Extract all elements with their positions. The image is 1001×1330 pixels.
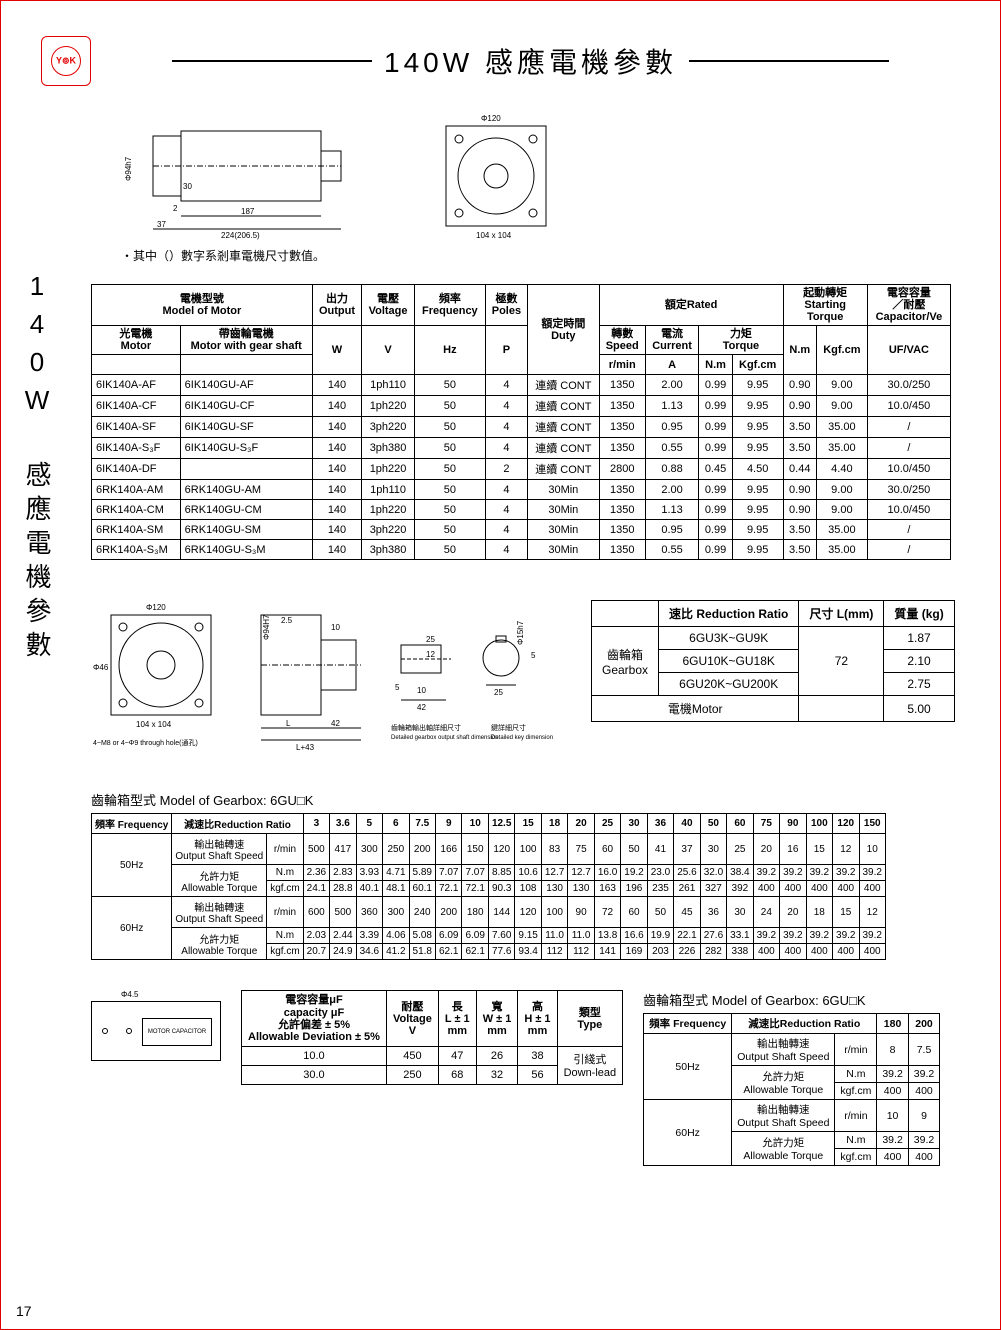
logo: Y⊚K [41,36,91,86]
reduction-ratio-table-2: 頻率 Frequency減速比Reduction Ratio18020050Hz… [643,1013,940,1166]
svg-text:104 x 104: 104 x 104 [136,720,172,729]
page-number: 17 [16,1303,32,1319]
svg-text:187: 187 [241,207,255,216]
svg-text:Φ94H7: Φ94H7 [262,614,271,640]
svg-text:5: 5 [531,651,536,660]
svg-text:Detailed key dimension: Detailed key dimension [491,735,553,741]
svg-text:104 x 104: 104 x 104 [476,231,512,240]
svg-text:25: 25 [494,688,503,697]
svg-text:37: 37 [157,220,166,229]
svg-text:Φ46: Φ46 [93,663,109,672]
dimension-drawings: Φ94h7 30 187 224(206.5) 37 2 Φ120 104 x … [111,111,970,241]
svg-text:4~M8 or 4~Φ9 through hole(通孔): 4~M8 or 4~Φ9 through hole(通孔) [93,738,198,747]
svg-text:30: 30 [183,182,192,191]
svg-text:Φ94h7: Φ94h7 [124,156,133,181]
svg-text:Φ15h7: Φ15h7 [516,621,525,646]
gearbox-size-table: 速比 Reduction Ratio尺寸 L(mm)質量 (kg) 齒輪箱Gea… [591,600,955,722]
page-title: 140W 感應電機參數 [372,41,689,81]
side-title: 140W 感應電機參數 [19,271,56,665]
reduction-ratio-table: 頻率 Frequency減速比Reduction Ratio33.6567.59… [91,813,886,960]
svg-text:25: 25 [426,635,435,644]
motor-spec-table: 電機型號Model of Motor 出力Output 電壓Voltage 頻率… [91,284,951,560]
svg-text:Detailed gearbox output shaft: Detailed gearbox output shaft dimension [391,735,498,741]
gearbox-model-caption-1: 齒輪箱型式 Model of Gearbox: 6GU□K [91,790,970,809]
gearbox-dimension-drawings: Φ120 Φ46 104 x 104 4~M8 or 4~Φ9 through … [91,600,561,760]
capacitor-dimension-drawing: Φ4.5 MOTOR CAPACITOR [91,990,221,1061]
svg-text:10: 10 [417,686,426,695]
svg-text:Φ120: Φ120 [481,114,501,123]
svg-text:5: 5 [395,683,400,692]
svg-text:10: 10 [331,623,340,632]
svg-text:12: 12 [426,650,435,659]
svg-text:鍵詳細尺寸: 鍵詳細尺寸 [491,723,526,732]
svg-text:2.5: 2.5 [281,616,293,625]
svg-text:224(206.5): 224(206.5) [221,231,260,240]
dimension-note: ・其中（）數字系剎車電機尺寸數值。 [121,247,970,264]
logo-text: Y⊚K [56,56,76,67]
svg-text:2: 2 [173,204,178,213]
capacitor-table: 電容容量μFcapacity μF允許偏差 ± 5%Allowable Devi… [241,990,623,1084]
svg-text:Φ120: Φ120 [146,603,166,612]
gearbox-model-caption-2: 齒輪箱型式 Model of Gearbox: 6GU□K [643,990,940,1009]
svg-text:L: L [286,719,291,728]
svg-text:齒輪箱輸出軸詳細尺寸: 齒輪箱輸出軸詳細尺寸 [391,723,461,732]
svg-text:42: 42 [417,703,426,712]
svg-text:L+43: L+43 [296,743,315,752]
svg-text:42: 42 [331,719,340,728]
page-title-row: 140W 感應電機參數 [91,41,970,81]
